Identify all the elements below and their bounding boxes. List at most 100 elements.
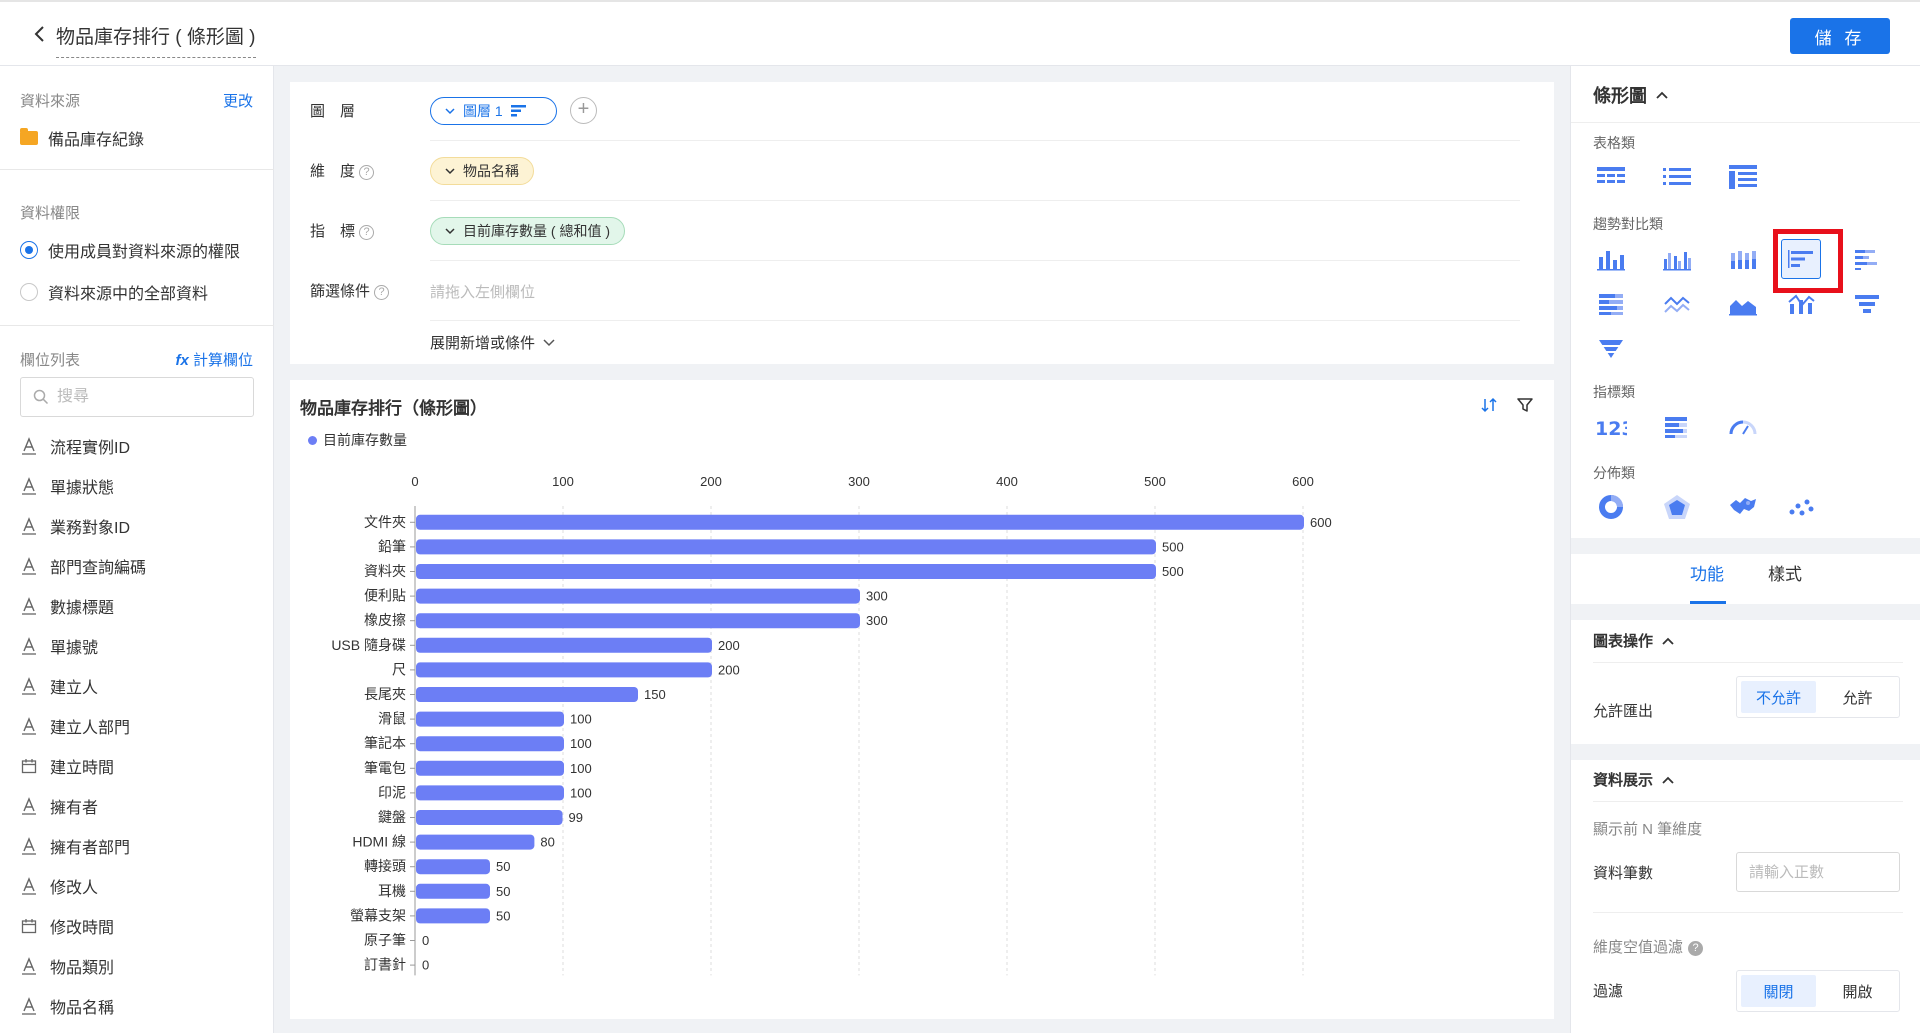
allow-export-label: 允許匯出 xyxy=(1593,703,1654,720)
field-item[interactable]: 業務對象ID xyxy=(20,506,260,546)
separator-band xyxy=(1571,538,1920,554)
category-label: 訂書針 xyxy=(364,957,406,973)
field-item[interactable]: 擁有者部門 xyxy=(20,826,260,866)
data-source-item[interactable]: 備品庫存紀錄 xyxy=(20,126,144,150)
data-label: 100 xyxy=(570,785,592,800)
radar-chart-icon[interactable] xyxy=(1657,487,1697,527)
legend-label: 目前庫存數量 xyxy=(323,432,407,448)
export-allow-option[interactable]: 允許 xyxy=(1842,689,1873,707)
tab-function[interactable]: 功能 xyxy=(1690,565,1724,584)
chart-legend[interactable]: 目前庫存數量 xyxy=(308,430,407,450)
text-field-icon xyxy=(20,476,38,496)
map-chart-icon[interactable] xyxy=(1723,487,1763,527)
help-icon[interactable]: ? xyxy=(374,285,390,300)
layer-pill-label: 圖層 1 xyxy=(463,103,503,119)
record-count-input[interactable] xyxy=(1736,852,1900,892)
chart-panel: 0 100 200 300 400 500 600 文件夾 600 鉛筆 500 資料夾 500 便利貼 3… xyxy=(290,380,1554,1019)
combo-chart-icon[interactable] xyxy=(1781,284,1821,324)
change-source-link[interactable]: 更改 xyxy=(222,93,253,110)
date-field-icon xyxy=(20,916,38,936)
horizontal-bar-chart-icon[interactable] xyxy=(1781,239,1821,279)
help-icon[interactable]: ? xyxy=(359,225,375,240)
funnel-chart-icon[interactable] xyxy=(1847,284,1887,324)
permission-option-all[interactable]: 資料來源中的全部資料 xyxy=(20,280,208,304)
field-item[interactable]: 建立時間 xyxy=(20,746,260,786)
filter-funnel-icon[interactable] xyxy=(1516,396,1534,414)
export-disallow-option[interactable]: 不允許 xyxy=(1741,681,1816,713)
field-item-label: 單據狀態 xyxy=(50,480,115,497)
field-search-box[interactable] xyxy=(20,377,254,417)
line-chart-icon[interactable] xyxy=(1657,284,1697,324)
gauge-chart-icon[interactable] xyxy=(1723,407,1763,447)
config-panel: 圖 層 圖層 1 + 維 度? 物品名稱 指 標? 目前庫存數量 ( 總和值 )… xyxy=(290,82,1554,364)
scatter-chart-icon[interactable] xyxy=(1781,487,1821,527)
text-field-icon xyxy=(20,796,38,816)
area-chart-icon[interactable] xyxy=(1723,284,1763,324)
progress-bar-icon[interactable] xyxy=(1657,407,1697,447)
grouped-column-chart-icon[interactable] xyxy=(1657,239,1697,279)
field-search-input[interactable] xyxy=(57,388,237,406)
field-item[interactable]: 部門查詢編碼 xyxy=(20,546,260,586)
stacked-bar-chart-icon[interactable] xyxy=(1847,239,1887,279)
field-item[interactable]: 建立人部門 xyxy=(20,706,260,746)
stacked-column-chart-icon[interactable] xyxy=(1723,239,1763,279)
page-title[interactable]: 物品庫存排行 ( 條形圖 ) xyxy=(56,22,256,58)
field-item[interactable]: 數據標題 xyxy=(20,586,260,626)
help-icon[interactable]: ? xyxy=(359,165,375,180)
chart-type-header[interactable]: 條形圖 xyxy=(1593,82,1669,108)
metric-pill[interactable]: 目前庫存數量 ( 總和值 ) xyxy=(430,217,625,245)
table-chart-icon[interactable] xyxy=(1591,157,1631,197)
percent-bar-chart-icon[interactable] xyxy=(1591,284,1631,324)
tab-style[interactable]: 樣式 xyxy=(1768,565,1802,584)
x-tick-label: 300 xyxy=(848,474,870,489)
inverted-funnel-chart-icon[interactable] xyxy=(1591,329,1631,369)
list-chart-icon[interactable] xyxy=(1657,157,1697,197)
field-item-label: 數據標題 xyxy=(50,600,115,617)
column-chart-icon[interactable] xyxy=(1591,239,1631,279)
radio-unchecked-icon[interactable] xyxy=(20,283,38,301)
expand-or-conditions-link[interactable]: 展開新增或條件 xyxy=(430,332,555,353)
chart-operations-title: 圖表操作 xyxy=(1593,633,1654,650)
field-item[interactable]: 單據號 xyxy=(20,626,260,666)
add-layer-button[interactable]: + xyxy=(570,97,597,124)
category-label: 螢幕支架 xyxy=(350,907,406,923)
permission-option-member[interactable]: 使用成員對資料來源的權限 xyxy=(20,238,240,262)
field-item[interactable]: 單據狀態 xyxy=(20,466,260,506)
number-kpi-icon[interactable]: 123 xyxy=(1591,407,1631,447)
chart-operations-header[interactable]: 圖表操作 xyxy=(1593,630,1675,651)
field-item[interactable]: 流程實例ID xyxy=(20,426,260,466)
data-label: 200 xyxy=(718,638,740,653)
data-label: 50 xyxy=(496,908,510,923)
field-item[interactable]: 修改人 xyxy=(20,866,260,906)
bar xyxy=(416,613,860,629)
filter-drop-zone[interactable]: 請拖入左側欄位 xyxy=(430,284,536,301)
pivot-table-icon[interactable] xyxy=(1723,157,1763,197)
field-item[interactable]: 物品類別 xyxy=(20,946,260,986)
expand-label: 展開新增或條件 xyxy=(430,335,536,352)
category-label: 鍵盤 xyxy=(378,809,406,825)
date-field-icon xyxy=(20,756,38,776)
filter-on-option[interactable]: 開啟 xyxy=(1842,983,1873,1001)
dimension-pill[interactable]: 物品名稱 xyxy=(430,157,534,185)
data-label: 100 xyxy=(570,736,592,751)
donut-chart-icon[interactable] xyxy=(1591,487,1631,527)
data-label: 300 xyxy=(866,589,888,604)
radio-checked-icon[interactable] xyxy=(20,241,38,259)
sort-icon[interactable] xyxy=(1480,396,1498,414)
data-label: 600 xyxy=(1310,515,1332,530)
field-item[interactable]: 物品名稱 xyxy=(20,986,260,1026)
field-item[interactable]: 修改時間 xyxy=(20,906,260,946)
calc-field-link[interactable]: fx 計算欄位 xyxy=(175,349,253,370)
field-item[interactable]: 建立人 xyxy=(20,666,260,706)
help-icon[interactable]: ? xyxy=(1688,941,1704,956)
category-label: USB 隨身碟 xyxy=(331,637,406,653)
data-display-header[interactable]: 資料展示 xyxy=(1593,769,1675,790)
field-item[interactable]: 擁有者 xyxy=(20,786,260,826)
back-arrow-icon[interactable] xyxy=(28,22,52,46)
search-icon xyxy=(33,389,49,405)
field-item-label: 建立人 xyxy=(50,680,99,697)
save-button[interactable]: 儲 存 xyxy=(1790,18,1890,54)
filter-off-option[interactable]: 關閉 xyxy=(1741,975,1816,1007)
data-label: 100 xyxy=(570,712,592,727)
layer-pill[interactable]: 圖層 1 xyxy=(430,97,557,125)
